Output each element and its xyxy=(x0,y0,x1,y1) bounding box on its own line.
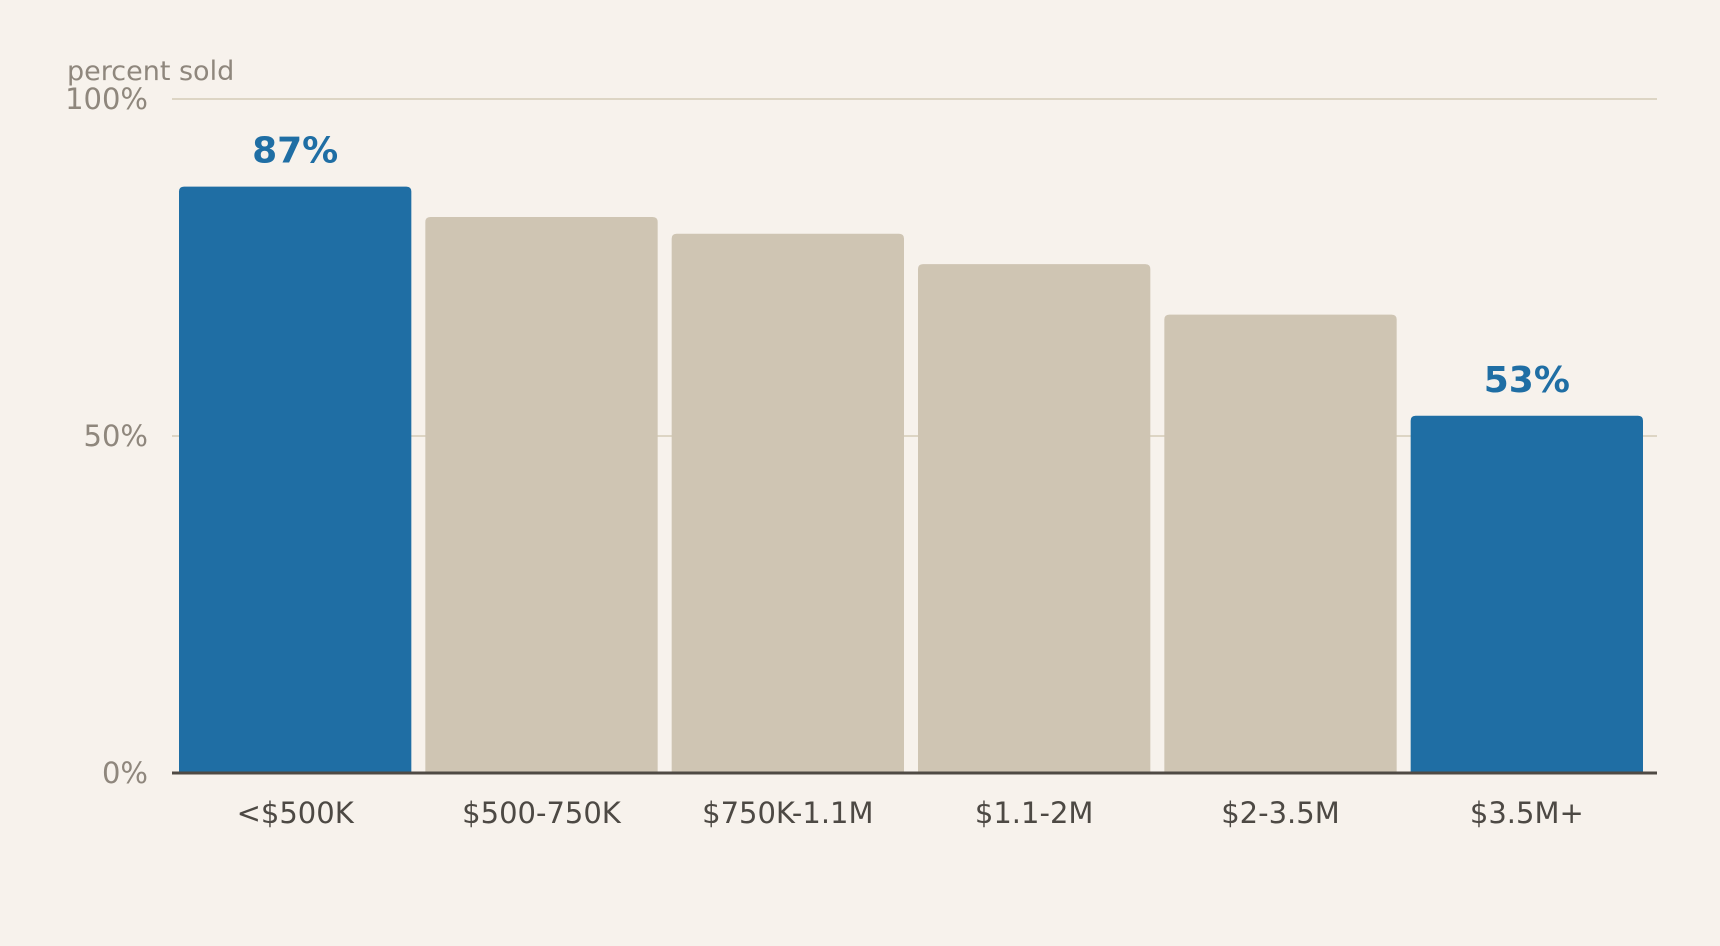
y-axis-label: percent sold xyxy=(67,56,234,87)
gridlines xyxy=(172,98,1657,437)
bar xyxy=(671,233,904,774)
x-tick-label: $2-3.5M xyxy=(1221,796,1340,830)
x-axis-ticks: <$500K $500-750K $750K-1.1M $1.1-2M $2-3.5M $… xyxy=(237,796,1584,830)
y-tick-label: 0% xyxy=(102,756,148,790)
x-tick-label: $750K-1.1M xyxy=(702,796,873,830)
data-labels: 87% 53% xyxy=(252,131,1570,401)
bar xyxy=(425,216,658,773)
x-tick-label: <$500K xyxy=(237,796,355,830)
x-tick-label: $1.1-2M xyxy=(975,796,1094,830)
bar xyxy=(918,264,1151,773)
bar xyxy=(1410,415,1643,773)
bar xyxy=(179,186,412,773)
y-tick-label: 50% xyxy=(84,419,148,453)
bar xyxy=(1164,314,1397,773)
data-label: 53% xyxy=(1484,360,1570,401)
bars xyxy=(179,186,1643,774)
y-tick-label: 100% xyxy=(65,82,148,116)
data-label: 87% xyxy=(252,131,338,172)
y-axis-ticks: 0% 50% 100% xyxy=(65,82,148,790)
x-tick-label: $500-750K xyxy=(462,796,622,830)
x-tick-label: $3.5M+ xyxy=(1470,796,1584,830)
